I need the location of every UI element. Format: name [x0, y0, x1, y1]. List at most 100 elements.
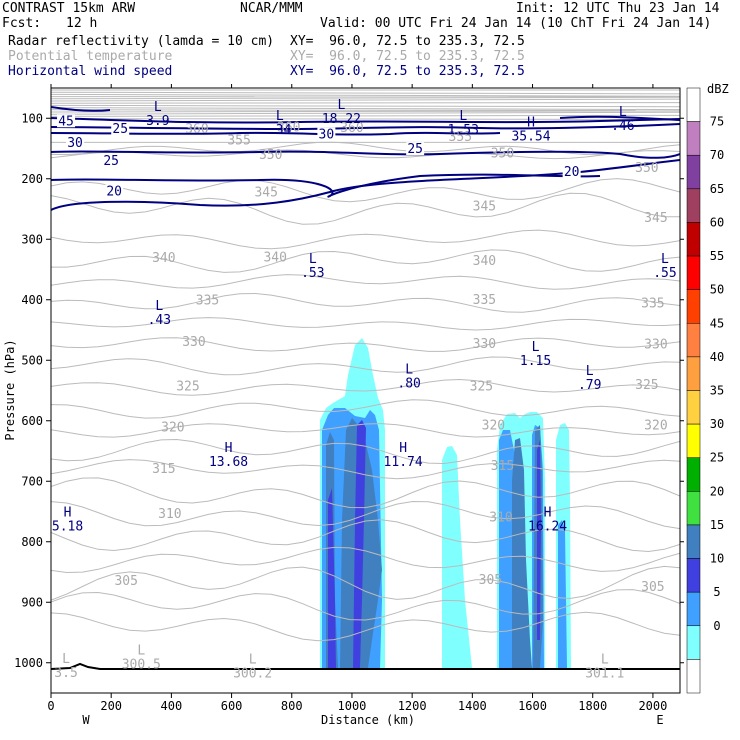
wind-contour-line [51, 173, 601, 198]
wind-contour-label: 25 [112, 122, 128, 137]
x-axis-right-end: E [656, 713, 663, 727]
x-tick-label: 0 [47, 699, 54, 713]
theta-contour-label: 340 [152, 251, 175, 266]
colorbar-swatch [686, 491, 701, 526]
colorbar-swatch [686, 591, 701, 627]
theta-contour-line [51, 93, 680, 97]
extremum-type: L [137, 643, 145, 658]
colorbar-level-label: 5 [713, 585, 720, 599]
extremum-value: 18.22 [322, 112, 361, 127]
theta-contours [51, 89, 680, 642]
theta-contour-label: 330 [182, 335, 205, 350]
extremum-type: L [619, 105, 627, 120]
colorbar-swatch [686, 289, 701, 324]
colorbar-unit: dBZ [707, 82, 729, 96]
theta-contour-line [51, 249, 680, 273]
theta-contour-label: 325 [470, 379, 493, 394]
y-tick-label: 900 [21, 595, 43, 609]
theta-contour-line [51, 149, 680, 160]
theta-contour-line [51, 519, 680, 553]
wind-label-background [66, 136, 85, 150]
extremum-type: L [532, 340, 540, 355]
theta-contour-line [51, 399, 680, 419]
theta-contour-line [51, 292, 680, 313]
wind-contour-label: 45 [58, 114, 74, 129]
extremum-value: 1.53 [448, 123, 479, 138]
wind-contour-line [51, 131, 501, 136]
wind-contour-label: 25 [407, 142, 423, 157]
theta-contour-label: 360 [340, 121, 363, 136]
theta-contour-line [51, 378, 680, 396]
colorbar-level-label: 70 [710, 148, 724, 162]
extremum-value: .46 [611, 119, 634, 134]
field-reflectivity-xy: XY= 96.0, 72.5 to 235.3, 72.5 [290, 34, 525, 49]
y-tick-label: 800 [21, 535, 43, 549]
x-tick-label: 200 [100, 699, 122, 713]
theta-contour-label: 355 [449, 130, 472, 145]
extremum-type: L [249, 652, 257, 667]
theta-contour-label: 360 [185, 122, 208, 137]
colorbar-level-label: 10 [710, 552, 724, 566]
theta-contour-line [51, 438, 680, 465]
theta-contour-line [51, 102, 680, 104]
colorbar-swatch [686, 558, 701, 593]
theta-contour-label: 350 [491, 146, 514, 161]
extremum-type: L [154, 100, 162, 115]
extremum-value: 5.18 [52, 519, 83, 534]
theta-contour-label: 335 [473, 293, 496, 308]
extremum-value: 301.1 [585, 666, 624, 681]
colorbar-swatch [686, 356, 701, 391]
theta-contour-line [51, 192, 680, 225]
theta-contour-label: 335 [196, 293, 219, 308]
center-name: NCAR/MMM [240, 1, 303, 16]
theta-contour-line [51, 104, 680, 108]
theta-contour-line [51, 459, 680, 480]
x-tick-label: 1400 [458, 699, 487, 713]
theta-contour-line [51, 229, 680, 250]
init-time: Init: 12 UTC Thu 23 Jan 14 [516, 1, 720, 16]
colorbar-level-label: 75 [710, 115, 724, 129]
theta-contour-label: 315 [152, 462, 175, 477]
wind-label-background [102, 154, 121, 168]
colorbar-level-label: 65 [710, 182, 724, 196]
x-tick-label: 2000 [638, 699, 667, 713]
theta-contour-line [51, 96, 680, 100]
y-tick-label: 400 [21, 293, 43, 307]
model-title: CONTRAST 15km ARW [2, 1, 136, 16]
extremum-type: L [276, 109, 284, 124]
theta-contour-line [51, 477, 680, 509]
theta-contour-line [51, 274, 680, 290]
wind-label-background [111, 122, 130, 136]
extremum-type: L [586, 364, 594, 379]
theta-contour-label: 320 [644, 419, 667, 434]
theta-contour-line [51, 546, 680, 574]
wind-contour-line [51, 106, 111, 112]
theta-contour-line [51, 500, 680, 530]
wind-contour-label: 30 [67, 136, 83, 151]
colorbar-level-label: 20 [710, 484, 724, 498]
extremum-value: 1.15 [520, 354, 551, 369]
x-tick-label: 1200 [398, 699, 427, 713]
y-axis-ticks: 100 200 300 400 500 600 700 800 900 1000 [14, 111, 684, 670]
extremum-value: 3.5 [54, 666, 77, 681]
extremum-value: .34 [268, 123, 292, 138]
extremum-type: L [338, 98, 346, 113]
theta-contour-label: 315 [491, 459, 514, 474]
extremum-value: 3.9 [146, 114, 169, 129]
theta-contour-label: 350 [259, 148, 282, 163]
extremum-value: .79 [578, 378, 601, 393]
fcst-label: Fcst: [2, 16, 42, 31]
wind-label-background [317, 127, 336, 141]
wind-label-background [105, 184, 124, 198]
theta-contour-label: 310 [489, 511, 512, 526]
wind-contour-label: 20 [564, 165, 580, 180]
field-reflectivity-name: Radar reflectivity (lamda = 10 cm) [8, 34, 275, 49]
extremum-type: H [399, 441, 407, 456]
theta-contour-label: 305 [479, 573, 502, 588]
extremum-type: L [309, 252, 317, 267]
y-tick-label: 200 [21, 172, 43, 186]
theta-contour-line [51, 611, 680, 642]
extremum-type: H [64, 505, 72, 520]
colorbar-level-label: 60 [710, 215, 724, 229]
